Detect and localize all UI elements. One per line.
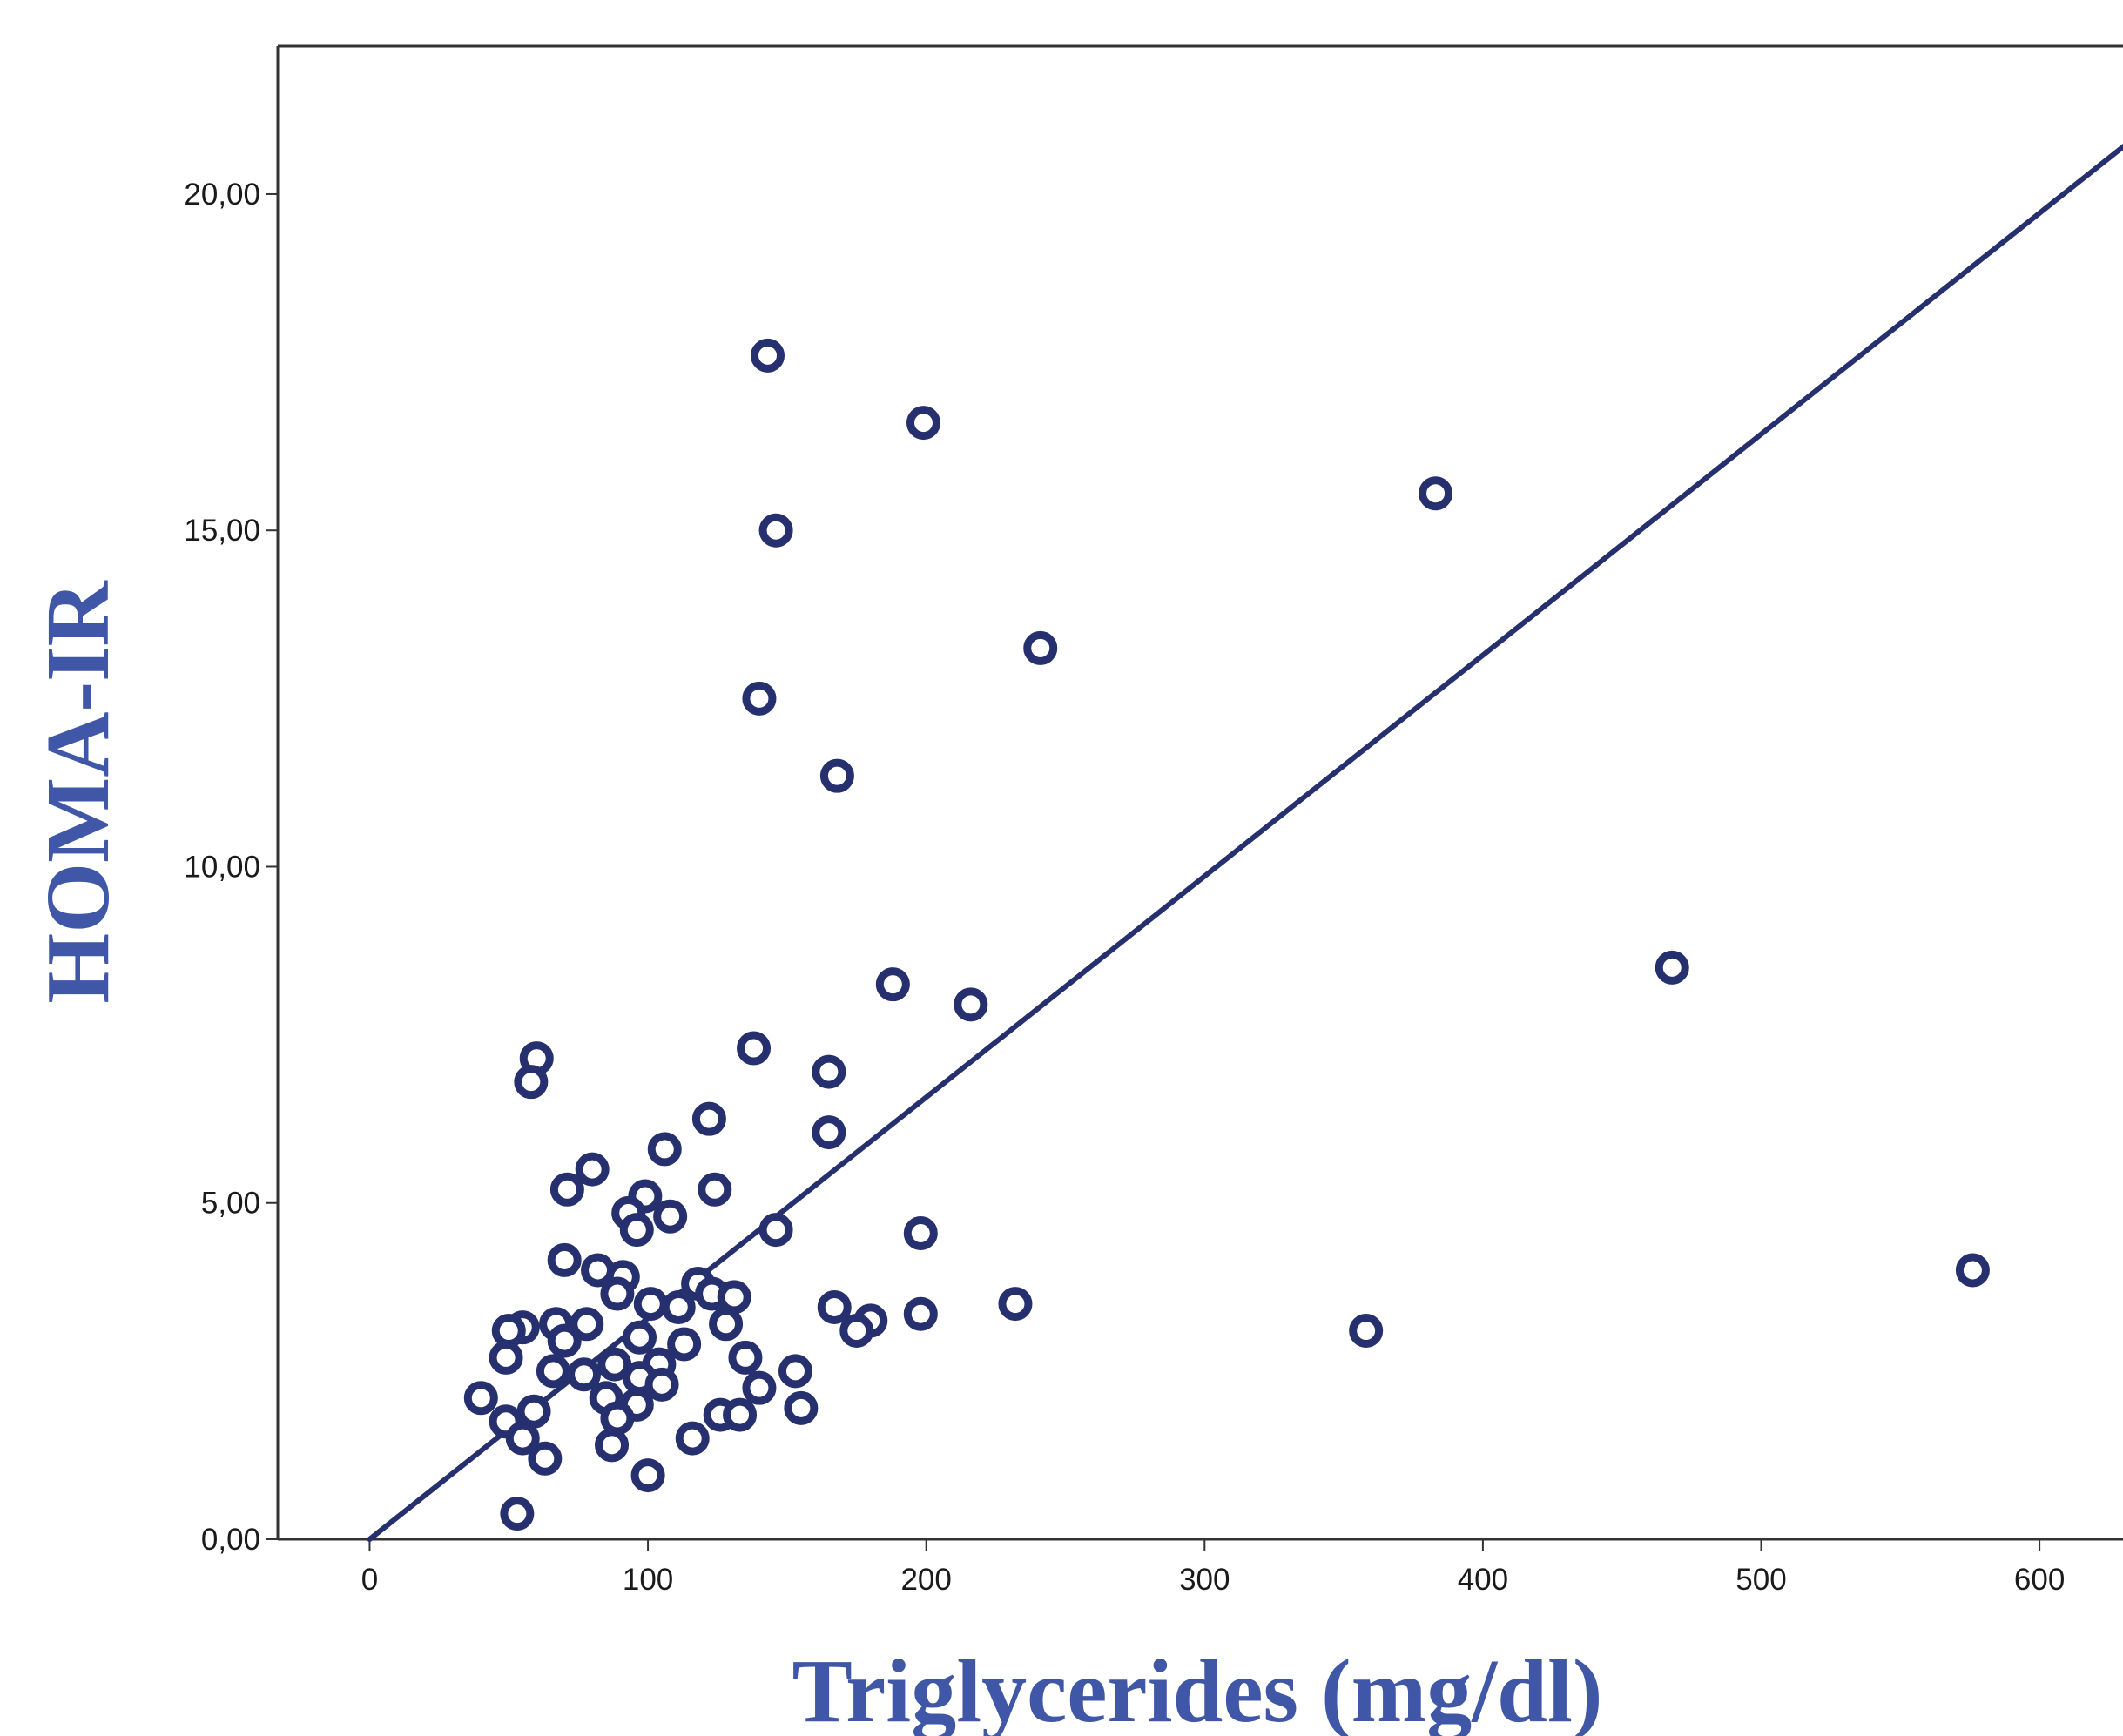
data-point xyxy=(709,1307,744,1342)
data-point xyxy=(698,1172,732,1207)
data-point xyxy=(547,1323,582,1358)
data-point xyxy=(812,1054,846,1089)
data-point xyxy=(622,1320,657,1355)
x-tick-label: 500 xyxy=(1735,1563,1786,1597)
y-tick-label: 20,00 xyxy=(184,178,260,212)
data-point xyxy=(619,1213,654,1248)
data-point xyxy=(644,1367,679,1402)
x-tick-label: 300 xyxy=(1179,1563,1230,1597)
data-point xyxy=(600,1276,635,1311)
data-point xyxy=(1655,950,1689,985)
data-point xyxy=(647,1132,682,1167)
data-point xyxy=(1955,1253,1990,1288)
data-point xyxy=(1023,630,1058,665)
data-point xyxy=(667,1327,702,1362)
data-point xyxy=(758,513,793,548)
data-point xyxy=(633,1287,668,1322)
x-axis-title: Triglycerides (mg/dl) xyxy=(792,1641,1603,1736)
data-point xyxy=(489,1340,523,1375)
data-point xyxy=(742,1370,777,1405)
data-point xyxy=(723,1397,758,1432)
data-point xyxy=(819,758,854,793)
data-point xyxy=(954,987,988,1022)
data-point xyxy=(505,1421,540,1456)
y-tick-label: 15,00 xyxy=(184,514,260,548)
data-point xyxy=(875,967,910,1002)
data-point xyxy=(528,1441,563,1476)
x-tick-label: 600 xyxy=(2014,1563,2065,1597)
data-point xyxy=(570,1307,604,1342)
data-point xyxy=(717,1280,751,1315)
data-point xyxy=(661,1289,696,1324)
data-point xyxy=(567,1357,602,1392)
data-point xyxy=(547,1242,582,1277)
data-point xyxy=(691,1101,726,1136)
data-point xyxy=(751,338,785,373)
data-point xyxy=(516,1394,551,1429)
data-point xyxy=(630,1458,665,1493)
data-point xyxy=(817,1289,852,1324)
data-point xyxy=(675,1421,710,1456)
data-point xyxy=(839,1314,874,1349)
data-point xyxy=(1419,476,1453,511)
data-point xyxy=(597,1347,632,1382)
data-point xyxy=(784,1390,819,1425)
x-tick-label: 200 xyxy=(900,1563,951,1597)
data-point xyxy=(653,1199,688,1234)
data-point xyxy=(728,1340,763,1375)
data-point xyxy=(536,1354,570,1389)
plot-frame xyxy=(276,44,2123,1541)
x-tick-label: 400 xyxy=(1458,1563,1508,1597)
y-axis-ticks: 0,00 5,00 10,00 15,00 20,00 xyxy=(184,178,278,1557)
data-points xyxy=(463,338,1990,1531)
data-point xyxy=(1349,1314,1384,1349)
data-point xyxy=(778,1354,812,1389)
x-tick-label: 0 xyxy=(361,1563,378,1597)
y-axis-title: HOMA-IR xyxy=(28,579,128,1003)
data-point xyxy=(549,1172,584,1207)
data-point xyxy=(600,1401,635,1436)
data-point xyxy=(903,1296,938,1331)
y-tick-label: 0,00 xyxy=(201,1523,260,1557)
data-point xyxy=(575,1152,610,1187)
y-tick-label: 10,00 xyxy=(184,850,260,884)
data-point xyxy=(998,1287,1033,1322)
data-point xyxy=(758,1213,793,1248)
data-point xyxy=(906,406,940,441)
data-point xyxy=(903,1216,938,1251)
data-point xyxy=(812,1115,846,1150)
data-point xyxy=(737,1031,772,1066)
data-point xyxy=(514,1065,549,1100)
x-axis-ticks: 0 100 200 300 400 500 600 xyxy=(361,1539,2065,1597)
data-point xyxy=(463,1381,498,1416)
y-tick-label: 5,00 xyxy=(201,1187,260,1221)
data-point xyxy=(491,1314,526,1349)
data-point xyxy=(595,1428,630,1463)
x-tick-label: 100 xyxy=(623,1563,673,1597)
data-point xyxy=(742,681,777,716)
data-point xyxy=(500,1497,535,1531)
